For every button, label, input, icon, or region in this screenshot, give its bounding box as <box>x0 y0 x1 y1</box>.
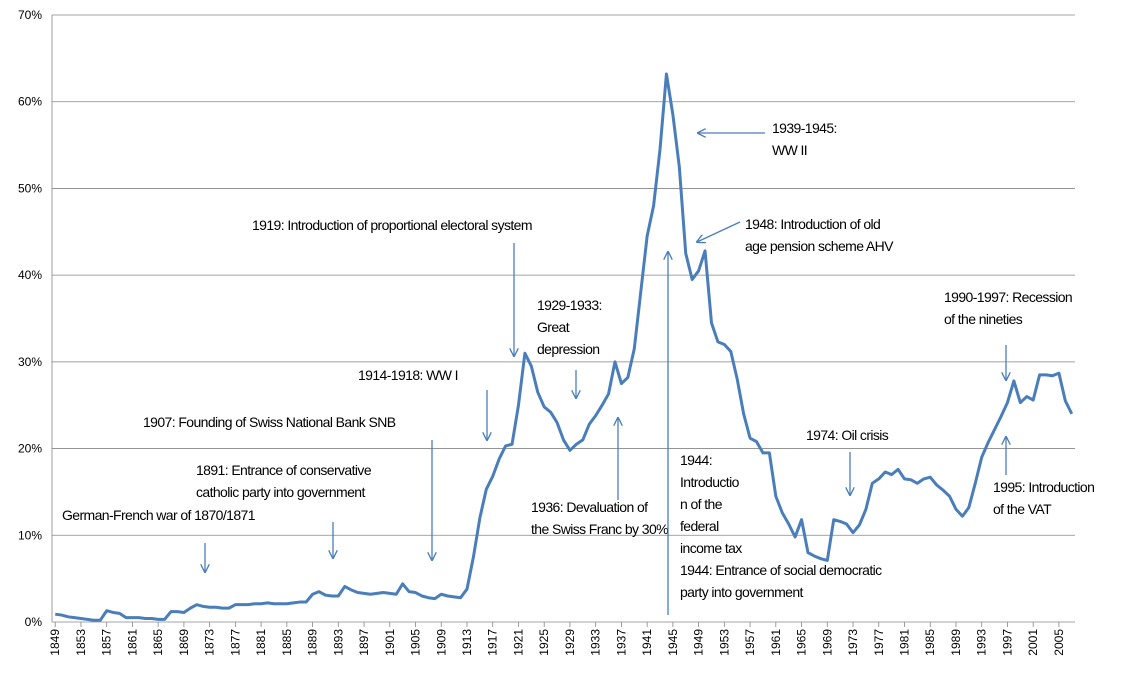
y-tick-label: 20% <box>18 442 42 456</box>
annotation: 1936: Devaluation of <box>531 499 648 515</box>
annotation: 1919: Introduction of proportional elect… <box>252 217 532 233</box>
annotation: 1995: Introduction <box>993 479 1094 495</box>
x-tick-label: 1977 <box>872 629 886 656</box>
annotation: 1974: Oil crisis <box>806 427 889 443</box>
x-tick-label: 1901 <box>383 629 397 656</box>
annotation: 1939-1945: <box>772 120 837 136</box>
x-tick-label: 1985 <box>923 629 937 656</box>
x-tick-label: 1873 <box>203 629 217 656</box>
x-tick-label: 1869 <box>177 629 191 656</box>
annotation: 1944: <box>680 452 712 468</box>
annotation: depression <box>537 341 600 357</box>
annotation: 1944: Entrance of social democratic <box>680 562 882 578</box>
annotation: catholic party into government <box>196 484 365 500</box>
x-tick-label: 2001 <box>1026 629 1040 656</box>
x-tick-label: 1853 <box>74 629 88 656</box>
y-tick-label: 70% <box>18 8 42 22</box>
x-tick-label: 1941 <box>640 629 654 656</box>
x-tick-label: 1885 <box>280 629 294 656</box>
x-tick-label: 1981 <box>898 629 912 656</box>
x-tick-label: 1961 <box>769 629 783 656</box>
annotation: Introductio <box>680 474 740 490</box>
y-tick-label: 60% <box>18 95 42 109</box>
x-tick-label: 1949 <box>692 629 706 656</box>
annotation: 1948: Introduction of old <box>745 216 880 232</box>
y-tick-label: 0% <box>25 615 43 629</box>
annotation: 1929-1933: <box>537 297 602 313</box>
x-tick-label: 1989 <box>949 629 963 656</box>
annotation: income tax <box>680 540 742 556</box>
annotation: of the nineties <box>944 311 1023 327</box>
annotation: German-French war of 1870/1871 <box>62 507 256 523</box>
x-tick-label: 1909 <box>434 629 448 656</box>
annotation: Great <box>537 319 570 335</box>
x-tick-label: 1937 <box>614 629 628 656</box>
x-tick-label: 1925 <box>537 629 551 656</box>
x-tick-label: 1921 <box>511 629 525 656</box>
annotation: n of the <box>680 496 723 512</box>
x-tick-label: 1865 <box>151 629 165 656</box>
x-tick-label: 1881 <box>254 629 268 656</box>
line <box>55 72 1074 622</box>
y-tick-label: 50% <box>18 181 42 195</box>
x-tick-label: 1897 <box>357 629 371 656</box>
x-tick-label: 1957 <box>743 629 757 656</box>
x-tick-label: 2005 <box>1052 629 1066 656</box>
x-tick-label: 1861 <box>125 629 139 656</box>
annotations: German-French war of 1870/1871 1891: Ent… <box>62 120 1095 600</box>
annotation: of the VAT <box>993 501 1052 517</box>
x-tick-label: 1905 <box>409 629 423 656</box>
grid: 0% 10% 20% 30% 40% 50% 60% 70% 1849 1853 1857 1861 1… <box>18 8 1075 656</box>
y-tick-label: 30% <box>18 355 42 369</box>
annotation: federal <box>680 518 719 534</box>
x-tick-label: 1877 <box>228 629 242 656</box>
annotation: 1891: Entrance of conservative <box>196 462 372 478</box>
y-tick-label: 10% <box>18 528 42 542</box>
x-tick-label: 1945 <box>666 629 680 656</box>
annotation: 1907: Founding of Swiss National Bank SN… <box>143 414 396 430</box>
annotation: the Swiss Franc by 30% <box>531 521 668 537</box>
annotation: party into government <box>680 584 804 600</box>
x-tick-label: 1849 <box>48 629 62 656</box>
annotation: WW II <box>772 142 807 158</box>
x-tick-label: 1857 <box>100 629 114 656</box>
x-tick-label: 1913 <box>460 629 474 656</box>
annotation: age pension scheme AHV <box>745 238 894 254</box>
y-tick-label: 40% <box>18 268 42 282</box>
plot <box>55 72 1074 622</box>
x-tick-label: 1969 <box>820 629 834 656</box>
arrow <box>697 221 741 242</box>
annotation: 1990-1997: Recession <box>944 289 1072 305</box>
x-tick-label: 1889 <box>306 629 320 656</box>
x-tick-label: 1953 <box>717 629 731 656</box>
annotation: 1914-1918: WW I <box>358 367 458 383</box>
x-tick-label: 1929 <box>563 629 577 656</box>
x-tick-label: 1933 <box>589 629 603 656</box>
x-tick-label: 1965 <box>795 629 809 656</box>
x-tick-label: 1973 <box>846 629 860 656</box>
x-tick-label: 1917 <box>486 629 500 656</box>
arrows <box>205 133 1006 615</box>
x-tick-label: 1993 <box>975 629 989 656</box>
x-tick-label: 1997 <box>1000 629 1014 656</box>
x-tick-label: 1893 <box>331 629 345 656</box>
